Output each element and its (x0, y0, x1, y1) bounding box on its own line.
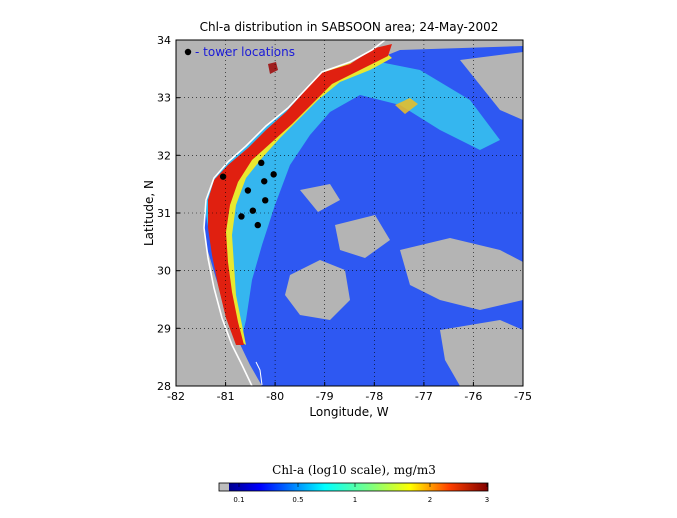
cloud-patch (300, 184, 340, 212)
colorbar-ticks (238, 483, 488, 487)
cloud-patch (285, 260, 350, 320)
land-mass (176, 40, 385, 386)
y-tick-label: 30 (157, 265, 171, 278)
tower-marker (238, 213, 245, 220)
tower-marker (219, 173, 227, 180)
tower-marker (270, 171, 277, 178)
x-tick-label: -80 (266, 390, 284, 403)
colorbar-title: Chl-a (log10 scale), mg/m3 (272, 463, 436, 477)
tower-marker (261, 178, 268, 185)
x-axis-label: Longitude, W (309, 405, 388, 419)
tower-markers (219, 159, 277, 229)
legend: - tower locations (184, 45, 295, 59)
y-tick-label: 29 (157, 322, 171, 335)
colorbar-tick-label: 1 (353, 496, 357, 504)
colorbar-frame (218, 482, 489, 492)
cloud-patch (440, 320, 523, 386)
map-title: Chl-a distribution in SABSOON area; 24-M… (200, 20, 499, 34)
offshore-eddy (395, 98, 418, 114)
map-plot-area (176, 40, 523, 386)
tower-marker (254, 221, 261, 229)
x-tick-label: -77 (415, 390, 433, 403)
grid (176, 40, 523, 386)
y-tick-labels: 28 29 30 31 32 33 34 (157, 34, 171, 393)
x-tick-label: -81 (217, 390, 235, 403)
legend-label: - tower locations (195, 45, 295, 59)
cloud-patch (335, 215, 390, 258)
colorbar-nodata-swatch (219, 483, 229, 491)
x-tick-label: -76 (464, 390, 482, 403)
colorbar-gradient (229, 483, 488, 491)
colorbar-tick-label: 3 (485, 496, 489, 504)
coastline (203, 40, 386, 386)
x-tick-labels: -82 -81 -80 -79 -78 -77 -76 -75 (167, 390, 532, 403)
y-tick-label: 31 (157, 207, 171, 220)
tower-marker (262, 197, 269, 204)
x-tick-label: -75 (514, 390, 532, 403)
tick-marks (175, 39, 524, 387)
tower-marker (244, 187, 252, 194)
colorbar-tick-label: 0.5 (292, 496, 303, 504)
x-tick-label: -78 (365, 390, 383, 403)
y-axis-label: Latitude, N (142, 180, 156, 246)
tower-marker (258, 159, 265, 167)
x-tick-label: -82 (167, 390, 185, 403)
colorbar: Chl-a (log10 scale), mg/m3 0.1 0.5 1 2 3 (218, 463, 489, 504)
y-tick-label: 32 (157, 149, 171, 162)
cloud-patch (400, 238, 523, 310)
colorbar-tick-label: 2 (428, 496, 432, 504)
coastal-chl-band (208, 44, 392, 345)
coastal-island (268, 62, 278, 74)
river-estuary (255, 361, 263, 386)
y-tick-label: 28 (157, 380, 171, 393)
tower-marker (249, 207, 257, 214)
legend-marker (184, 48, 192, 56)
x-tick-label: -79 (316, 390, 334, 403)
y-tick-label: 33 (157, 92, 171, 105)
colorbar-tick-label: 0.1 (233, 496, 244, 504)
cloud-patch (460, 52, 523, 120)
y-tick-label: 34 (157, 34, 171, 47)
colorbar-tick-labels: 0.1 0.5 1 2 3 (233, 496, 489, 504)
